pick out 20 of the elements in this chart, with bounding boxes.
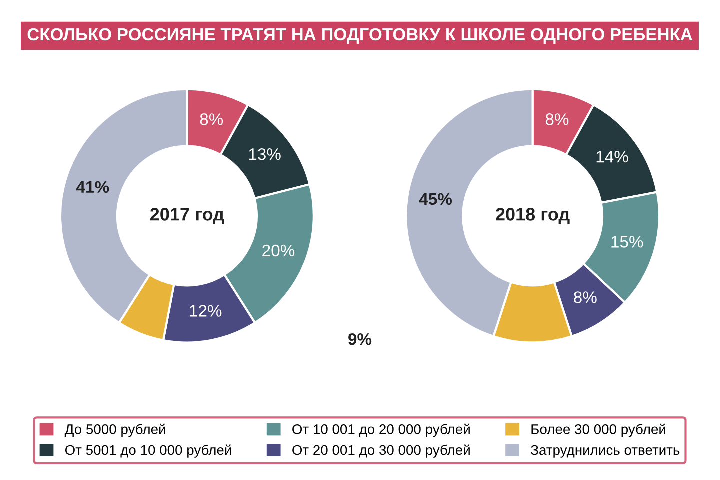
text: 2018 год [496, 208, 570, 224]
data-label: 15% [612, 236, 644, 248]
data-label: 12% [190, 305, 222, 317]
data-label: 14% [596, 151, 628, 163]
chart-title: СКОЛЬКО РОССИЯНЕ ТРАТЯТ НА ПОДГОТОВКУ К ШКОЛЕ ОДНОГО РЕБЕНКА [28, 28, 692, 44]
data-label: 45% [419, 193, 452, 206]
legend-label: От 5001 до 10 000 рублей [65, 444, 232, 458]
legend-label: До 5000 рублей [64, 424, 166, 438]
data-label: 13% [249, 148, 281, 160]
data-label: 8% [574, 292, 597, 304]
legend-label: Более 30 000 рублей [532, 424, 666, 438]
data-label: 8% [200, 114, 224, 126]
data-label: 8% [546, 114, 569, 126]
legend-label: От 20 001 до 30 000 рублей [292, 444, 470, 458]
data-label: 41% [76, 181, 110, 194]
data-label: 20% [262, 244, 295, 257]
text: 2017 год [150, 208, 224, 224]
legend-label: От 10 001 до 20 000 рублей [292, 424, 470, 438]
legend-label: Затруднились ответить [531, 445, 680, 458]
text: 9% [348, 333, 372, 346]
